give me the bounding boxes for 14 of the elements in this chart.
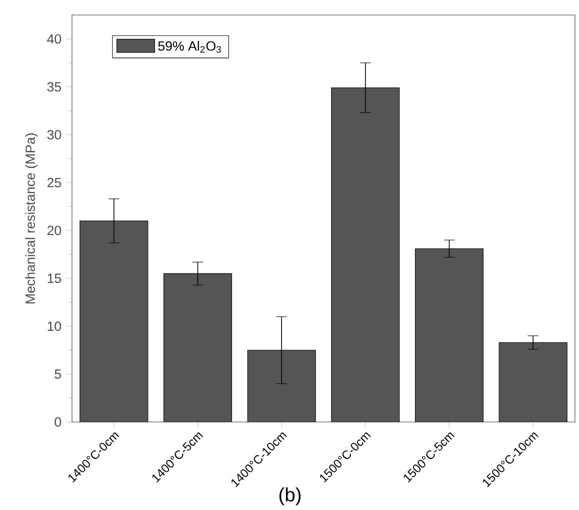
y-tick-label: 40 [47, 34, 62, 44]
y-tick-label: 25 [47, 178, 62, 188]
y-axis-title: Mechanical resistance (MPa) [25, 133, 38, 304]
bar [414, 248, 484, 422]
legend-label: 59% Al$_{2}$O$_{3}$ [158, 40, 221, 53]
y-tick-label: 20 [47, 226, 62, 236]
y-tick-label: 5 [54, 369, 62, 379]
y-tick-label: 0 [54, 417, 62, 427]
y-tick-label: 10 [48, 322, 62, 331]
y-tick-label: 35 [47, 82, 62, 92]
bar [247, 350, 316, 422]
text: (b) [279, 487, 301, 506]
y-tick-label: 30 [47, 130, 62, 140]
y-tick-label: 15 [48, 274, 62, 283]
